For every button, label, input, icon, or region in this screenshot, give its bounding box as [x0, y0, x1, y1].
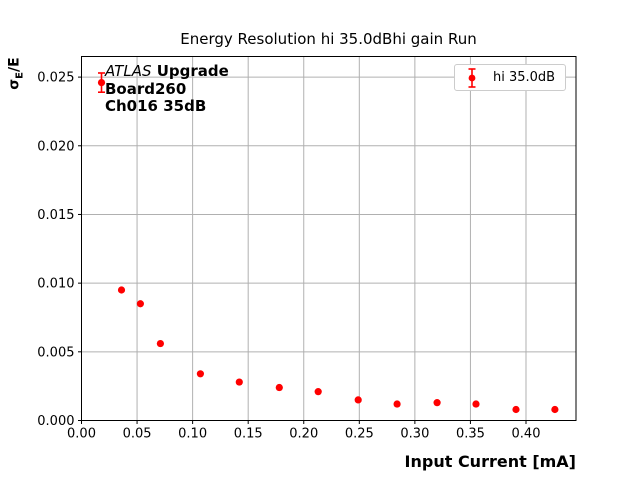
data-point [136, 300, 144, 308]
data-point [156, 339, 164, 348]
y-tick-label: 0.000 [37, 414, 74, 429]
annotation-line2: Board260 [105, 79, 187, 98]
chart-title: Energy Resolution hi 35.0dBhi gain Run [180, 30, 477, 48]
y-tick-label: 0.005 [37, 345, 74, 360]
data-point [314, 388, 322, 396]
data-point [97, 78, 106, 87]
data-point [275, 383, 283, 392]
x-axis-label: Input Current [mA] [404, 452, 576, 471]
annotation-upgrade: Upgrade [156, 62, 229, 80]
x-tick-label: 0.35 [456, 427, 485, 442]
x-tick-label: 0.40 [512, 427, 541, 442]
data-point [235, 378, 243, 386]
data-point [117, 286, 126, 294]
data-point [196, 370, 205, 378]
x-tick-label: 0.20 [289, 427, 318, 442]
x-tick-label: 0.10 [178, 427, 207, 442]
errorbar-marker-icon [468, 67, 476, 88]
annotation: ATLAS Upgrade Board260 Ch016 35dB [105, 62, 229, 116]
y-tick-label: 0.010 [37, 277, 74, 292]
y-tick-label: 0.015 [37, 208, 74, 223]
annotation-line1: ATLAS Upgrade [105, 62, 229, 81]
x-tick-label: 0.05 [123, 427, 152, 442]
data-point [354, 396, 362, 404]
legend-label: hi 35.0dB [493, 70, 556, 85]
legend: hi 35.0dB [454, 64, 566, 91]
x-tick-label: 0.15 [234, 427, 263, 442]
data-point [393, 400, 401, 408]
x-tick-label: 0.00 [67, 427, 96, 442]
data-point [433, 399, 441, 407]
annotation-atlas: ATLAS [105, 62, 152, 80]
data-point [512, 405, 520, 414]
y-tick-label: 0.025 [37, 71, 74, 86]
x-tick-label: 0.25 [345, 427, 374, 442]
data-point [472, 400, 480, 408]
data-point [551, 405, 559, 414]
axes-spines [81, 56, 577, 421]
annotation-line3: Ch016 35dB [105, 97, 207, 115]
x-tick-label: 0.30 [400, 427, 429, 442]
y-tick-label: 0.020 [37, 139, 74, 154]
